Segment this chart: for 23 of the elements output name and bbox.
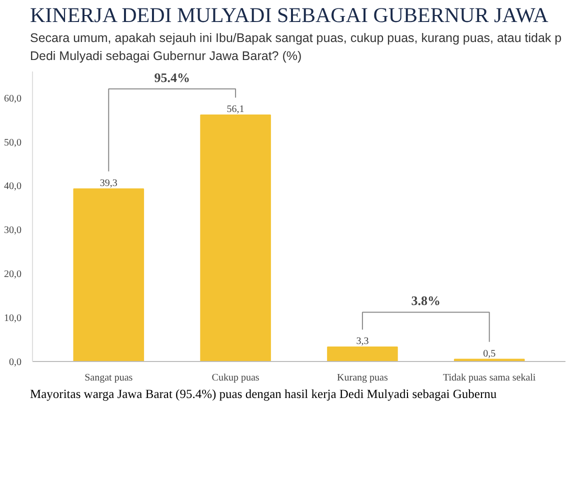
y-tick-label: 10,0 [4, 312, 22, 324]
text: Mayoritas warga Jawa Barat (95.4%) puas dengan hasil kerja Dedi Mulyadi sebagai Gubernu [30, 386, 497, 403]
annotation: 3.8% [411, 292, 441, 308]
data-label: 3,3 [356, 336, 369, 347]
data-label: 39,3 [100, 178, 118, 189]
data-label: 0,5 [483, 348, 496, 359]
y-tick-label: 20,0 [4, 268, 22, 280]
y-tick-label: 40,0 [4, 180, 22, 192]
x-tick-label: Cukup puas [212, 372, 260, 384]
data-label: 56,1 [226, 104, 244, 115]
chart-subtitle: Secara umum, apakah sejauh ini Ibu/Bapak sangat puas, cukup puas, kurang puas, atau tidak p Dedi Mulyadi sebagai Gubernur Jawa Barat? (%) [30, 30, 563, 65]
annotation: 95.4% [154, 70, 190, 85]
y-tick-label: 0,0 [9, 356, 22, 368]
x-tick-label: Sangat puas [84, 372, 133, 384]
bar [200, 114, 271, 362]
bar [327, 346, 398, 362]
y-tick-label: 60,0 [4, 93, 22, 104]
chart-title: KINERJA DEDI MULYADI SEBAGAI GUBERNUR JAWA [30, 2, 548, 29]
bar [73, 188, 144, 362]
x-tick-label: Kurang puas [337, 372, 388, 384]
y-tick-label: 30,0 [4, 224, 22, 236]
x-tick-label: Tidak puas sama sekali [443, 372, 536, 384]
y-tick-label: 50,0 [4, 136, 22, 148]
